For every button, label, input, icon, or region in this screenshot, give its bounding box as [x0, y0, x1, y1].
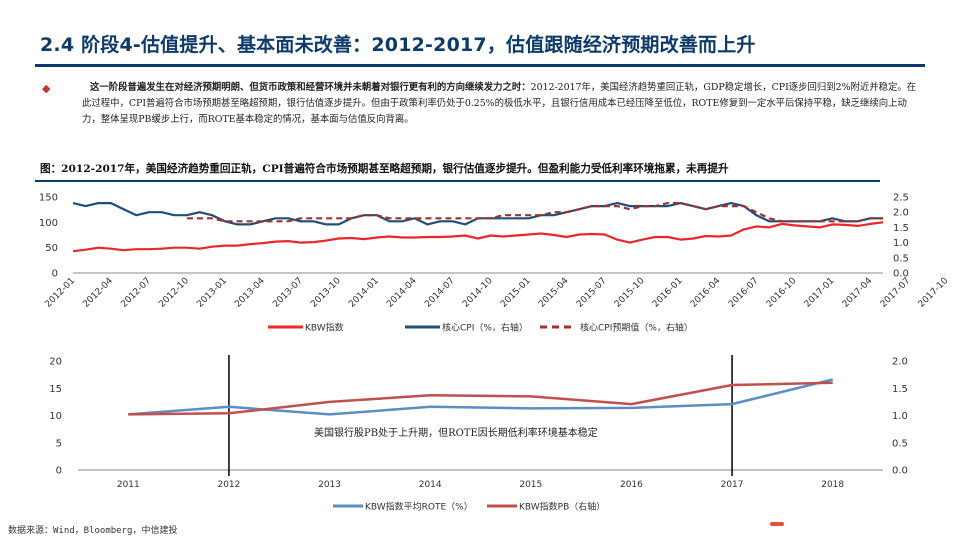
x-tick-label: 2015 — [519, 480, 542, 490]
y-right-tick-label: 0.0 — [892, 466, 908, 477]
y-right-tick-label: 2.0 — [892, 357, 908, 368]
y-left-tick-label: 20 — [49, 357, 62, 368]
y-right-tick-label: 1.0 — [893, 238, 909, 249]
series-line-0 — [72, 221, 884, 253]
x-tick-label: 2012-10 — [157, 276, 191, 310]
series-line-1 — [128, 381, 833, 416]
y-right-tick-label: 0.5 — [893, 253, 909, 264]
y-right-tick-label: 1.5 — [893, 223, 909, 234]
y-right-tick-label: 2.5 — [893, 193, 909, 204]
x-tick-label: 2016-01 — [651, 276, 685, 310]
y-right-tick-label: 0.5 — [892, 438, 908, 449]
x-tick-label: 2017-10 — [917, 276, 951, 310]
x-tick-label: 2012-04 — [81, 276, 115, 310]
y-left-tick-label: 100 — [39, 218, 58, 229]
x-tick-label: 2016-10 — [765, 276, 799, 310]
title-divider — [35, 64, 925, 67]
y-left-tick-label: 0 — [52, 269, 58, 280]
legend-label-0: KBW指数平均ROTE（%） — [365, 501, 473, 513]
legend-label-1: 核心CPI（%，右轴） — [442, 322, 528, 334]
x-tick-label: 2013-01 — [195, 276, 229, 310]
x-tick-label: 2012-01 — [43, 276, 77, 310]
caption-divider — [35, 180, 880, 182]
x-tick-label: 2012 — [217, 480, 240, 490]
y-right-tick-label: 1.0 — [892, 411, 908, 422]
x-tick-label: 2018 — [821, 480, 844, 490]
y-left-tick-label: 0 — [56, 466, 62, 477]
summary-body: 2012-2017年，美国经济趋势重回正轨，GDP稳定增长，CPI逐步回归到2%… — [82, 82, 917, 125]
summary-lead: 这一阶段普遍发生在对经济预期明朗、但货币政策和经营环境并未朝着对银行更有利的方向… — [90, 82, 531, 93]
x-tick-label: 2017-07 — [879, 276, 913, 310]
x-tick-label: 2012-07 — [119, 276, 153, 310]
chart-annotation: 美国银行股PB处于上升期，但ROTE因长期低利率环境基本稳定 — [314, 426, 598, 439]
x-tick-label: 2015-10 — [613, 276, 647, 310]
y-right-tick-label: 1.5 — [892, 384, 908, 395]
x-tick-label: 2016 — [620, 480, 643, 490]
x-tick-label: 2015-04 — [537, 276, 571, 310]
x-tick-label: 2013-10 — [309, 276, 343, 310]
x-tick-label: 2013 — [318, 480, 341, 490]
x-tick-label: 2014 — [419, 480, 442, 490]
diamond-bullet-icon: ◆ — [42, 82, 51, 95]
x-tick-label: 2014-01 — [347, 276, 381, 310]
summary-paragraph: 这一阶段普遍发生在对经济预期明朗、但货币政策和经营环境并未朝着对银行更有利的方向… — [82, 80, 917, 128]
brand-mark — [770, 522, 784, 526]
x-tick-label: 2015-07 — [575, 276, 609, 310]
x-tick-label: 2011 — [117, 480, 140, 490]
x-tick-label: 2013-07 — [271, 276, 305, 310]
y-left-tick-label: 150 — [39, 193, 58, 204]
legend-label-1: KBW指数PB（右轴） — [519, 501, 605, 513]
legend-label-2: 核心CPI预期值（%，右轴） — [580, 322, 693, 334]
x-tick-label: 2017-01 — [803, 276, 837, 310]
x-tick-label: 2017 — [721, 480, 744, 490]
x-tick-label: 2013-04 — [233, 276, 267, 310]
figure-caption: 图：2012-2017年，美国经济趋势重回正轨，CPI普遍符合市场预期甚至略超预… — [40, 163, 729, 175]
y-left-tick-label: 5 — [56, 438, 62, 449]
x-tick-label: 2016-04 — [689, 276, 723, 310]
data-source: 数据来源：Wind，Bloomberg，中信建投 — [8, 526, 178, 536]
x-tick-label: 2014-07 — [423, 276, 457, 310]
y-right-tick-label: 0.0 — [893, 269, 909, 280]
y-right-tick-label: 2.0 — [893, 208, 909, 219]
chart-rote-pb: 0 5 10 15 20 0.0 0.5 1.0 1.5 2.0 2011 2012 2013 2014 2… — [49, 355, 908, 513]
y-left-tick-label: 15 — [49, 384, 62, 395]
y-left-tick-label: 10 — [49, 411, 62, 422]
x-tick-label: 2015-01 — [499, 276, 533, 310]
x-tick-label: 2014-10 — [461, 276, 495, 310]
x-tick-label: 2016-07 — [727, 276, 761, 310]
series-line-0 — [128, 378, 833, 416]
legend-label-0: KBW指数 — [305, 322, 344, 334]
y-left-tick-label: 50 — [45, 243, 58, 254]
page-title: 2.4 阶段4-估值提升、基本面未改善：2012-2017，估值跟随经济预期改善… — [40, 34, 756, 56]
x-tick-label: 2014-04 — [385, 276, 419, 310]
x-tick-label: 2017-04 — [841, 276, 875, 310]
